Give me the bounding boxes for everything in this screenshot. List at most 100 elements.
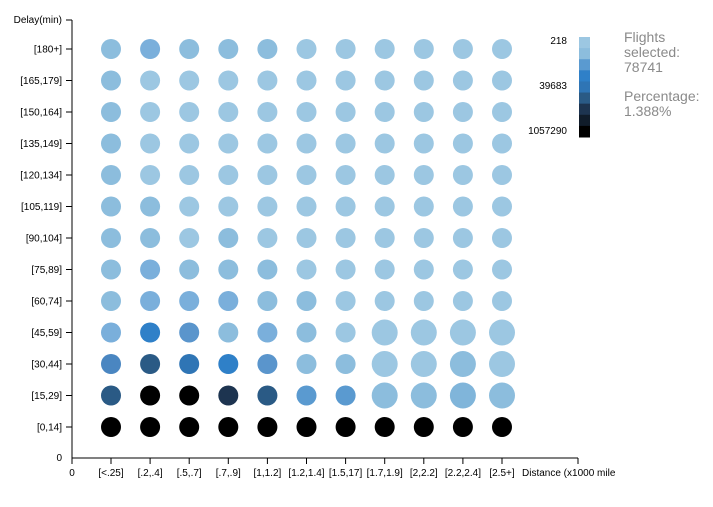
bubble-point[interactable] xyxy=(257,228,278,248)
bubble-point[interactable] xyxy=(140,417,161,437)
bubble-point[interactable] xyxy=(257,354,278,374)
bubble-point[interactable] xyxy=(413,228,434,248)
bubble-point[interactable] xyxy=(296,39,317,59)
bubble-point[interactable] xyxy=(413,70,434,91)
bubble-point[interactable] xyxy=(140,354,161,374)
bubble-point[interactable] xyxy=(296,228,317,248)
bubble-point[interactable] xyxy=(413,102,434,122)
bubble-point[interactable] xyxy=(410,319,437,346)
bubble-point[interactable] xyxy=(218,102,239,122)
bubble-point[interactable] xyxy=(452,70,473,91)
bubble-point[interactable] xyxy=(179,102,200,122)
bubble-point[interactable] xyxy=(410,351,437,377)
bubble-point[interactable] xyxy=(101,133,121,154)
bubble-point[interactable] xyxy=(179,417,200,437)
bubble-point[interactable] xyxy=(413,417,434,437)
bubble-point[interactable] xyxy=(492,259,512,280)
bubble-point[interactable] xyxy=(140,102,161,122)
bubble-point[interactable] xyxy=(101,259,121,280)
bubble-point[interactable] xyxy=(179,39,200,59)
bubble-point[interactable] xyxy=(335,385,356,406)
bubble-point[interactable] xyxy=(140,196,161,217)
bubble-point[interactable] xyxy=(371,351,398,377)
bubble-point[interactable] xyxy=(489,382,515,409)
bubble-point[interactable] xyxy=(257,322,278,343)
bubble-point[interactable] xyxy=(371,319,398,346)
bubble-point[interactable] xyxy=(413,39,434,59)
bubble-point[interactable] xyxy=(257,39,278,59)
bubble-point[interactable] xyxy=(101,291,121,311)
bubble-point[interactable] xyxy=(140,70,161,91)
bubble-point[interactable] xyxy=(296,165,317,185)
bubble-point[interactable] xyxy=(335,165,356,185)
bubble-point[interactable] xyxy=(257,385,278,406)
bubble-point[interactable] xyxy=(413,259,434,280)
bubble-point[interactable] xyxy=(179,322,200,343)
bubble-point[interactable] xyxy=(452,291,473,311)
bubble-point[interactable] xyxy=(140,133,161,154)
bubble-point[interactable] xyxy=(257,133,278,154)
bubble-point[interactable] xyxy=(452,417,473,437)
bubble-point[interactable] xyxy=(335,259,356,280)
bubble-point[interactable] xyxy=(101,354,121,374)
bubble-point[interactable] xyxy=(335,133,356,154)
bubble-point[interactable] xyxy=(257,196,278,217)
bubble-point[interactable] xyxy=(374,291,395,311)
bubble-point[interactable] xyxy=(296,196,317,217)
bubble-point[interactable] xyxy=(218,259,239,280)
bubble-point[interactable] xyxy=(140,322,161,343)
bubble-point[interactable] xyxy=(101,417,121,437)
bubble-point[interactable] xyxy=(257,165,278,185)
bubble-point[interactable] xyxy=(101,70,121,91)
bubble-point[interactable] xyxy=(492,291,512,311)
bubble-point[interactable] xyxy=(179,354,200,374)
bubble-point[interactable] xyxy=(374,70,395,91)
bubble-point[interactable] xyxy=(140,228,161,248)
bubble-point[interactable] xyxy=(257,291,278,311)
bubble-point[interactable] xyxy=(218,70,239,91)
bubble-point[interactable] xyxy=(101,385,121,406)
bubble-point[interactable] xyxy=(296,259,317,280)
bubble-point[interactable] xyxy=(296,354,317,374)
bubble-point[interactable] xyxy=(452,196,473,217)
bubble-point[interactable] xyxy=(179,385,200,406)
bubble-point[interactable] xyxy=(179,259,200,280)
bubble-point[interactable] xyxy=(335,39,356,59)
bubble-point[interactable] xyxy=(140,165,161,185)
bubble-point[interactable] xyxy=(492,102,512,122)
bubble-point[interactable] xyxy=(140,385,161,406)
bubble-point[interactable] xyxy=(218,385,239,406)
bubble-point[interactable] xyxy=(140,259,161,280)
bubble-point[interactable] xyxy=(452,133,473,154)
bubble-point[interactable] xyxy=(140,39,161,59)
bubble-point[interactable] xyxy=(489,319,515,346)
bubble-point[interactable] xyxy=(179,196,200,217)
bubble-point[interactable] xyxy=(413,196,434,217)
bubble-point[interactable] xyxy=(257,259,278,280)
bubble-point[interactable] xyxy=(179,70,200,91)
bubble-point[interactable] xyxy=(179,133,200,154)
bubble-point[interactable] xyxy=(374,196,395,217)
bubble-point[interactable] xyxy=(374,165,395,185)
bubble-point[interactable] xyxy=(492,417,512,437)
bubble-point[interactable] xyxy=(101,102,121,122)
bubble-point[interactable] xyxy=(335,70,356,91)
bubble-point[interactable] xyxy=(335,417,356,437)
bubble-point[interactable] xyxy=(489,351,515,377)
bubble-point[interactable] xyxy=(335,102,356,122)
bubble-point[interactable] xyxy=(335,354,356,374)
bubble-point[interactable] xyxy=(140,291,161,311)
bubble-point[interactable] xyxy=(374,259,395,280)
bubble-point[interactable] xyxy=(449,319,476,346)
bubble-point[interactable] xyxy=(492,228,512,248)
bubble-point[interactable] xyxy=(101,196,121,217)
bubble-point[interactable] xyxy=(296,417,317,437)
bubble-point[interactable] xyxy=(413,133,434,154)
bubble-point[interactable] xyxy=(374,39,395,59)
bubble-point[interactable] xyxy=(452,259,473,280)
bubble-point[interactable] xyxy=(218,291,239,311)
bubble-point[interactable] xyxy=(492,133,512,154)
bubble-point[interactable] xyxy=(257,417,278,437)
bubble-point[interactable] xyxy=(218,196,239,217)
bubble-point[interactable] xyxy=(452,102,473,122)
